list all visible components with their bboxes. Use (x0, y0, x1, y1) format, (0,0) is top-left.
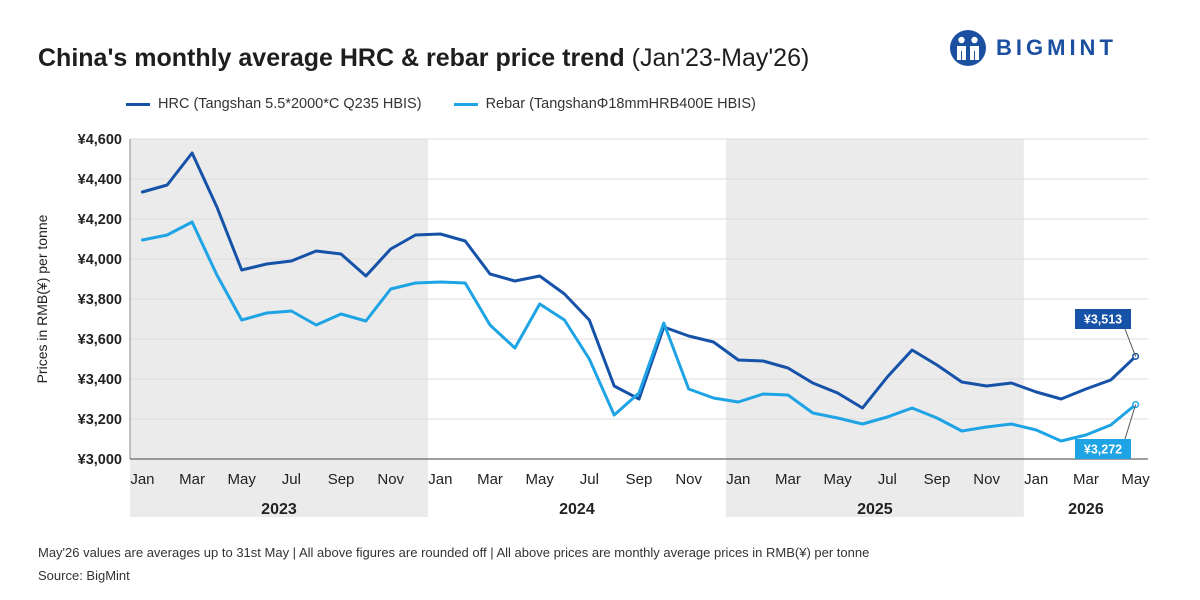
year-label-2023: 2023 (261, 501, 297, 518)
x-tick-label: Mar (1073, 471, 1099, 488)
y-tick-label: ¥3,600 (78, 332, 122, 348)
x-tick-label: Sep (924, 471, 951, 488)
x-tick-label: May (228, 471, 257, 488)
y-tick-label: ¥4,200 (78, 212, 122, 228)
x-tick-label: Jan (1024, 471, 1048, 488)
year-label-2024: 2024 (559, 501, 595, 518)
x-tick-label: Jul (878, 471, 897, 488)
legend-item-hrc: HRC (Tangshan 5.5*2000*C Q235 HBIS) (126, 96, 422, 112)
series-line-hrc (140, 151, 1138, 410)
callout-leader-rebar (1124, 404, 1137, 440)
x-tick-label: May (823, 471, 852, 488)
x-tick-label: Jan (726, 471, 750, 488)
year-label-2026: 2026 (1068, 501, 1104, 518)
x-tick-label: May (526, 471, 555, 488)
callout-box-hrc (1075, 309, 1131, 329)
end-value-label-rebar: ¥3,272 (1084, 443, 1122, 457)
year-label-2025: 2025 (857, 501, 893, 518)
x-tick-label: Mar (775, 471, 801, 488)
y-tick-label: ¥3,400 (78, 372, 122, 388)
x-tick-label: Jul (282, 471, 301, 488)
legend-label-rebar: Rebar (TangshanΦ18mmHRB400E HBIS) (485, 96, 756, 112)
legend-item-rebar: Rebar (TangshanΦ18mmHRB400E HBIS) (453, 96, 756, 112)
x-tick-label: May (1121, 471, 1150, 488)
bigmint-logo: BIGMINT (948, 26, 1117, 70)
title-main: China's monthly average HRC & rebar pric… (38, 44, 625, 72)
legend-swatch-hrc (126, 102, 150, 106)
year-axis-band-2023 (130, 459, 428, 517)
y-tick-label: ¥4,000 (78, 252, 122, 268)
chart-title: China's monthly average HRC & rebar pric… (38, 44, 809, 73)
legend-swatch-rebar (453, 102, 478, 106)
legend-label-hrc: HRC (Tangshan 5.5*2000*C Q235 HBIS) (158, 96, 422, 112)
x-tick-label: Sep (328, 471, 355, 488)
y-tick-label: ¥3,200 (78, 412, 122, 428)
brand-name: BIGMINT (996, 35, 1117, 60)
x-tick-label: Nov (675, 471, 702, 488)
y-tick-label: ¥4,400 (78, 172, 122, 188)
x-tick-label: Mar (179, 471, 205, 488)
legend: HRC (Tangshan 5.5*2000*C Q235 HBIS) Reba… (126, 96, 788, 112)
x-tick-label: Jan (428, 471, 452, 488)
footnote: May'26 values are averages up to 31st Ma… (38, 545, 870, 560)
callout-box-rebar (1075, 439, 1131, 459)
y-tick-label: ¥3,800 (78, 292, 122, 308)
y-axis-label: Prices in RMB(¥) per tonne (34, 214, 50, 383)
y-tick-label: ¥4,600 (78, 132, 122, 148)
end-value-label-hrc: ¥3,513 (1084, 313, 1122, 327)
title-period: (Jan'23-May'26) (631, 44, 810, 72)
y-tick-label: ¥3,000 (78, 452, 122, 468)
x-tick-label: Nov (973, 471, 1000, 488)
x-tick-label: Mar (477, 471, 503, 488)
series-line-rebar (140, 220, 1138, 443)
x-tick-label: Nov (377, 471, 404, 488)
x-tick-label: Jan (130, 471, 154, 488)
source-note: Source: BigMint (38, 568, 130, 583)
x-tick-label: Sep (626, 471, 653, 488)
callout-leader-hrc (1124, 328, 1137, 357)
year-axis-band-2025 (725, 459, 1024, 517)
bigmint-logo-icon (950, 30, 986, 66)
x-tick-label: Jul (580, 471, 599, 488)
